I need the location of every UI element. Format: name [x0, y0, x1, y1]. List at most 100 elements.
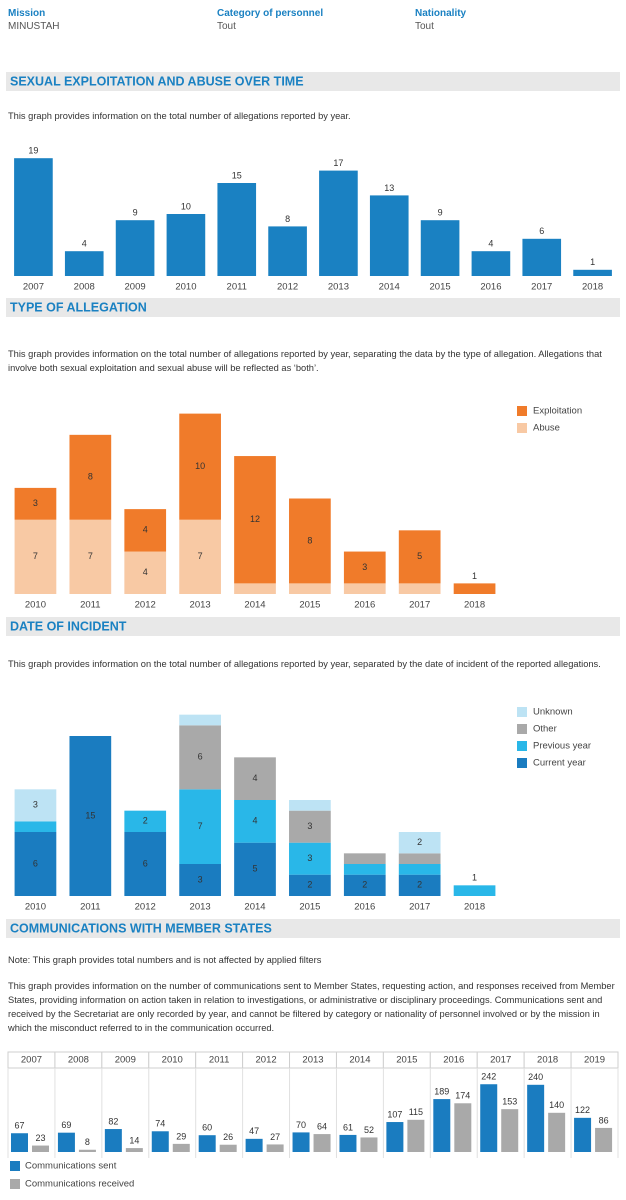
bar-segment [14, 519, 57, 594]
value-label: 29 [176, 1131, 186, 1141]
panel-label: 2010 [162, 1055, 183, 1066]
value-label: 7 [198, 821, 203, 831]
bar [268, 226, 307, 276]
value-label: 26 [223, 1132, 233, 1142]
value-label: 67 [14, 1121, 24, 1131]
value-label: 70 [296, 1120, 306, 1130]
bar [64, 251, 104, 276]
legend-label: Previous year [533, 741, 591, 752]
value-label: 4 [143, 525, 148, 535]
bar-segment [69, 434, 112, 520]
bar [14, 158, 53, 276]
x-tick-label: 2017 [531, 282, 552, 293]
value-label: 7 [198, 551, 203, 561]
panel-label: 2019 [584, 1055, 605, 1066]
bar-segment [179, 725, 221, 790]
x-tick-label: 2014 [379, 282, 400, 293]
x-tick-label: 2012 [135, 600, 156, 611]
description: This graph provides information on the t… [8, 349, 602, 373]
value-label: 2 [417, 880, 422, 890]
bar [266, 1144, 284, 1152]
value-label: 242 [481, 1072, 496, 1082]
x-tick-label: 2018 [464, 902, 485, 913]
x-tick-label: 2013 [190, 600, 211, 611]
filter-value: Tout [415, 21, 434, 32]
bar-segment [14, 832, 57, 896]
legend-label: Communications sent [25, 1161, 117, 1172]
x-tick-label: 2016 [354, 902, 375, 913]
section-header [6, 298, 620, 317]
value-label: 23 [35, 1133, 45, 1143]
panel-label: 2017 [490, 1055, 511, 1066]
description: This graph provides information on the n… [8, 981, 615, 1033]
section-title: TYPE OF ALLEGATION [10, 300, 147, 314]
bar [313, 1134, 331, 1152]
value-label: 74 [155, 1119, 165, 1129]
bar-segment [343, 864, 386, 875]
x-tick-label: 2015 [299, 902, 320, 913]
bar-segment [289, 583, 331, 594]
bar [420, 220, 460, 276]
legend-label: Exploitation [533, 406, 582, 417]
bar [172, 1143, 190, 1152]
value-label: 10 [195, 461, 205, 471]
value-label: 1 [472, 571, 477, 581]
x-tick-label: 2018 [464, 600, 485, 611]
bar-segment [234, 583, 276, 594]
section-header [6, 919, 620, 938]
legend-label: Unknown [533, 707, 573, 718]
x-tick-label: 2014 [244, 902, 265, 913]
panel-header [570, 1051, 619, 1069]
value-label: 3 [307, 853, 312, 863]
value-label: 3 [362, 562, 367, 572]
value-label: 9 [133, 208, 138, 218]
bar [217, 183, 257, 276]
value-label: 6 [198, 752, 203, 762]
bar [57, 1132, 75, 1152]
value-label: 47 [249, 1126, 259, 1136]
bar-segment [343, 874, 386, 896]
value-label: 2 [362, 880, 367, 890]
legend-label: Abuse [533, 423, 560, 434]
bar-segment [289, 874, 331, 896]
value-label: 2 [307, 880, 312, 890]
value-label: 8 [285, 214, 290, 224]
bar [11, 1133, 28, 1152]
panel-label: 2007 [21, 1055, 42, 1066]
x-tick-label: 2017 [409, 600, 430, 611]
legend-swatch [10, 1179, 20, 1189]
value-label: 3 [307, 821, 312, 831]
bar [319, 170, 358, 276]
value-label: 107 [387, 1109, 402, 1119]
value-label: 9 [438, 208, 443, 218]
value-label: 189 [434, 1086, 449, 1096]
value-label: 122 [575, 1105, 590, 1115]
bar-segment [234, 800, 276, 843]
x-tick-label: 2018 [582, 282, 603, 293]
value-label: 140 [549, 1100, 564, 1110]
legend-swatch [517, 741, 527, 751]
value-label: 15 [232, 170, 242, 180]
bar-segment [179, 789, 221, 864]
x-tick-label: 2011 [80, 902, 100, 913]
bar-segment [398, 874, 441, 896]
section-header [6, 72, 620, 91]
bar [151, 1131, 169, 1152]
bar-segment [289, 810, 331, 843]
bar [78, 1149, 96, 1152]
x-tick-label: 2016 [480, 282, 501, 293]
bar-segment [234, 456, 276, 584]
value-label: 115 [409, 1107, 423, 1117]
value-label: 1 [472, 873, 477, 883]
bar [595, 1127, 613, 1152]
x-tick-label: 2007 [23, 282, 44, 293]
legend-swatch [10, 1161, 20, 1171]
x-tick-label: 2008 [74, 282, 95, 293]
bar [166, 214, 206, 276]
bar [407, 1119, 425, 1152]
value-label: 3 [198, 874, 203, 884]
note: Note: This graph provides total numbers … [8, 955, 322, 965]
bar-segment [398, 832, 441, 854]
panel-label: 2012 [256, 1055, 277, 1066]
bar [480, 1084, 498, 1152]
